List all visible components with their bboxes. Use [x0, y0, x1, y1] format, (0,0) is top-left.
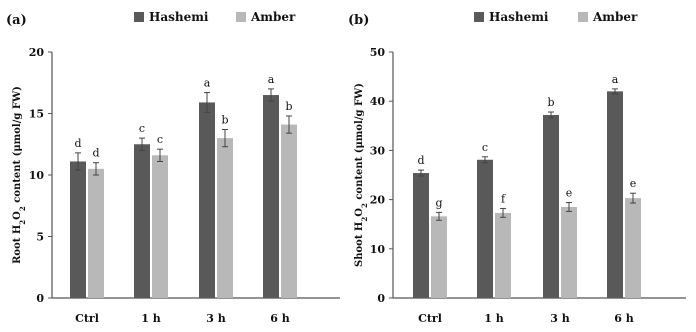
- legend-swatch: [236, 12, 246, 22]
- y-tick-label: 0: [36, 292, 44, 305]
- significance-letter: g: [435, 196, 442, 209]
- bar-hashemi: [70, 161, 86, 298]
- significance-letter: b: [547, 96, 554, 109]
- bar-amber: [88, 168, 104, 298]
- significance-letter: c: [139, 122, 145, 135]
- chart-panel-shoot: (b) Hashemi Amber 0 10 20 30 40 50 Shoot H2O2 con…: [348, 10, 686, 325]
- y-tick-label: 15: [29, 108, 44, 121]
- bar-amber: [561, 206, 577, 298]
- significance-letter: e: [630, 177, 637, 190]
- significance-letter: d: [92, 147, 99, 160]
- panel-label: (a): [6, 13, 27, 28]
- significance-letter: c: [157, 133, 163, 146]
- significance-letter: a: [612, 73, 619, 86]
- y-tick-label: 20: [29, 46, 45, 59]
- x-category-label: 3 h: [550, 312, 569, 325]
- x-category-label: Ctrl: [418, 312, 442, 325]
- x-category-label: 1 h: [484, 312, 503, 325]
- y-tick-label: 30: [370, 144, 386, 157]
- bar-amber: [217, 138, 233, 298]
- y-axis-title: Root H2O2 content (μmol/g FW): [12, 86, 27, 264]
- panel-label: (b): [348, 13, 369, 28]
- x-category-label: 3 h: [206, 312, 225, 325]
- bar-hashemi: [413, 173, 429, 298]
- bar-hashemi: [477, 159, 493, 298]
- bar-hashemi: [199, 102, 215, 299]
- y-tick-label: 20: [370, 194, 386, 207]
- x-category-label: Ctrl: [75, 312, 99, 325]
- bar-amber: [495, 212, 511, 298]
- significance-letter: d: [417, 154, 424, 167]
- y-tick-label: 50: [370, 46, 386, 59]
- y-tick-label: 40: [370, 95, 386, 108]
- x-category-label: 6 h: [270, 312, 289, 325]
- significance-letter: e: [566, 187, 573, 200]
- significance-letter: c: [482, 141, 488, 154]
- legend-entry: Hashemi: [489, 10, 549, 24]
- legend-swatch: [474, 12, 484, 22]
- significance-letter: b: [285, 100, 292, 113]
- legend-entry: Hashemi: [149, 10, 209, 24]
- bar-hashemi: [134, 144, 150, 298]
- significance-letter: a: [268, 73, 275, 86]
- y-tick-label: 0: [377, 292, 385, 305]
- legend-swatch: [134, 12, 144, 22]
- bar-hashemi: [607, 91, 623, 298]
- significance-letter: f: [501, 192, 506, 205]
- bar-amber: [625, 198, 641, 298]
- legend-entry: Amber: [250, 10, 296, 24]
- significance-letter: a: [204, 77, 211, 90]
- bar-amber: [281, 124, 297, 298]
- y-tick-label: 10: [370, 243, 386, 256]
- bar-hashemi: [543, 114, 559, 298]
- y-tick-label: 5: [36, 231, 44, 244]
- y-tick-label: 10: [29, 169, 45, 182]
- y-axis-title: Shoot H2O2 content (μmol/g FW): [354, 83, 369, 267]
- bar-amber: [152, 155, 168, 298]
- bar-hashemi: [263, 95, 279, 298]
- legend-swatch: [578, 12, 588, 22]
- x-category-label: 1 h: [141, 312, 160, 325]
- bar-amber: [431, 216, 447, 298]
- legend-entry: Amber: [592, 10, 638, 24]
- x-category-label: 6 h: [614, 312, 633, 325]
- significance-letter: b: [221, 113, 228, 126]
- chart-panel-root: (a) Hashemi Amber 0 5 10 15 20 Root H2O2 content…: [6, 10, 340, 325]
- significance-letter: d: [74, 137, 81, 150]
